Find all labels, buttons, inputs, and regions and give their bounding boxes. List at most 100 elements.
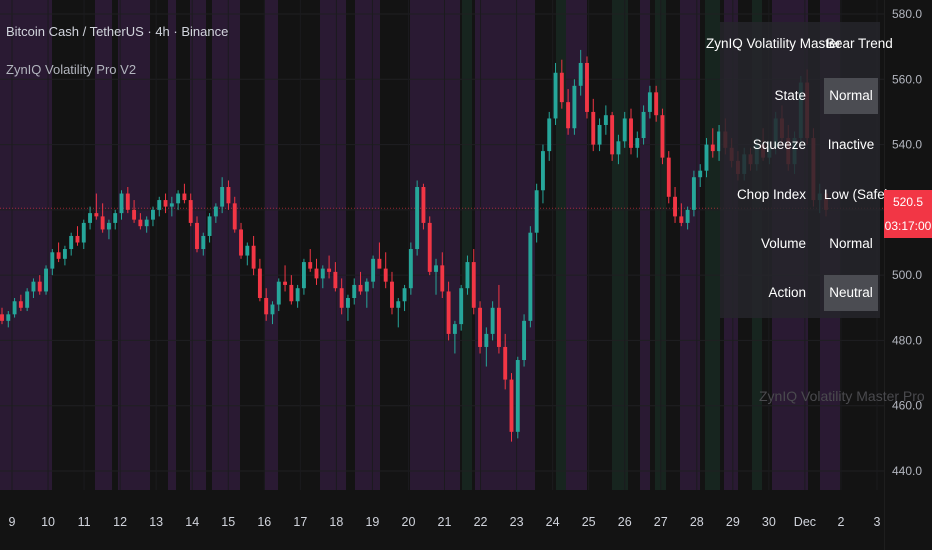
candle-body xyxy=(232,203,237,230)
candle-body xyxy=(459,288,464,325)
candle-body xyxy=(673,196,677,217)
volatility-band xyxy=(168,0,176,490)
time-tick-label: 16 xyxy=(257,515,271,529)
candle xyxy=(75,226,80,246)
candle-body xyxy=(289,284,294,302)
candle-body xyxy=(245,245,250,256)
candle-body xyxy=(270,304,275,315)
candle-body xyxy=(383,268,388,282)
volatility-band xyxy=(462,0,472,490)
candle xyxy=(169,196,174,217)
candle xyxy=(710,128,715,158)
candle-body xyxy=(333,271,338,289)
candle-body xyxy=(540,151,545,191)
candle-body xyxy=(188,200,193,223)
candle xyxy=(346,294,350,321)
candle xyxy=(163,193,168,214)
candle xyxy=(138,213,143,230)
candle-body xyxy=(327,268,332,272)
candle-body xyxy=(572,85,577,129)
candle xyxy=(578,49,583,96)
candle-body xyxy=(427,222,432,272)
candle-body xyxy=(465,262,470,289)
candle xyxy=(151,206,155,227)
candle-body xyxy=(62,249,67,259)
symbol-title[interactable]: Bitcoin Cash / TetherUS · 4h · Binance xyxy=(6,24,229,39)
candle-body xyxy=(88,213,93,223)
trend-label: Bear Trend xyxy=(826,36,893,51)
candle xyxy=(25,288,30,312)
candle-body xyxy=(276,281,281,305)
candle xyxy=(616,134,621,165)
time-tick-label: 24 xyxy=(546,515,560,529)
candle-body xyxy=(264,297,269,315)
candle-body xyxy=(666,157,671,197)
candle-body xyxy=(75,235,80,243)
candle-body xyxy=(496,307,501,347)
candle xyxy=(465,255,470,295)
candle-body xyxy=(629,118,633,148)
candle xyxy=(641,105,646,145)
candle xyxy=(402,284,407,312)
candle-body xyxy=(169,203,174,207)
time-tick-label: 2 xyxy=(837,515,844,529)
candle xyxy=(6,311,11,328)
time-tick-label: 3 xyxy=(874,515,881,529)
candle xyxy=(509,373,514,442)
candle xyxy=(188,193,193,227)
candle xyxy=(125,187,130,214)
candle-body xyxy=(182,193,187,201)
time-tick-label: 30 xyxy=(762,515,776,529)
squeeze-value: Inactive xyxy=(827,137,875,152)
candle xyxy=(534,183,539,243)
candle-body xyxy=(522,320,527,361)
candle xyxy=(427,216,432,276)
candle-body xyxy=(81,222,86,243)
time-tick-label: 9 xyxy=(9,515,16,529)
candle-body xyxy=(440,265,445,292)
candle-body xyxy=(371,258,376,282)
volume-label: Volume xyxy=(760,236,806,251)
candle-body xyxy=(503,346,508,380)
candle xyxy=(377,242,382,269)
candle-body xyxy=(226,187,231,204)
candle xyxy=(434,258,438,295)
candle xyxy=(0,307,4,325)
candle xyxy=(132,200,137,223)
volatility-band xyxy=(612,0,628,490)
candle-body xyxy=(339,288,344,308)
last-price-badge[interactable]: 520.5 03:17:00 xyxy=(884,190,932,238)
candle xyxy=(415,180,420,256)
price-tick-label: 580.0 xyxy=(892,7,922,21)
candle-body xyxy=(106,222,111,230)
candle xyxy=(283,265,288,292)
candle xyxy=(69,232,74,256)
candle-body xyxy=(603,115,608,125)
candle xyxy=(603,105,608,135)
candle-body xyxy=(144,219,149,227)
candle xyxy=(566,89,571,135)
candle xyxy=(679,203,684,227)
candle xyxy=(88,206,93,230)
candle-body xyxy=(566,102,571,129)
candle-body xyxy=(654,92,659,116)
candle-body xyxy=(195,222,199,250)
axis-divider xyxy=(884,0,885,550)
candle xyxy=(540,144,545,204)
candle-body xyxy=(50,252,55,269)
volatility-band xyxy=(640,0,650,490)
candle-body xyxy=(314,268,319,279)
candle xyxy=(503,333,508,390)
candle xyxy=(452,320,457,354)
candle-body xyxy=(220,187,225,207)
candle xyxy=(396,297,401,328)
candle xyxy=(371,255,376,289)
candle-body xyxy=(119,193,124,214)
indicator-name[interactable]: ZynIQ Volatility Pro V2 xyxy=(6,62,137,77)
candle xyxy=(717,124,722,161)
candle xyxy=(201,232,206,256)
candle-body xyxy=(679,216,684,223)
candle xyxy=(314,258,319,285)
candle xyxy=(591,98,596,152)
candle-body xyxy=(138,219,143,227)
